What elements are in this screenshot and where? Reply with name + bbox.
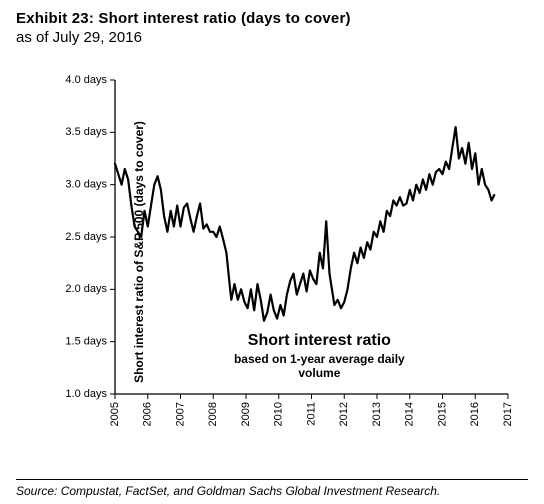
svg-text:2.0 days: 2.0 days [65,283,107,295]
source-text: Source: Compustat, FactSet, and Goldman … [16,484,528,498]
footer-rule [16,479,528,480]
exhibit-footer: Source: Compustat, FactSet, and Goldman … [16,479,528,498]
svg-text:2014: 2014 [404,402,416,426]
svg-text:2016: 2016 [469,402,481,426]
svg-text:2012: 2012 [338,402,350,426]
exhibit-title: Exhibit 23: Short interest ratio (days t… [16,10,528,27]
svg-text:2010: 2010 [273,402,285,426]
svg-text:2006: 2006 [142,402,154,426]
svg-text:2009: 2009 [240,402,252,426]
svg-text:2008: 2008 [207,402,219,426]
svg-text:2013: 2013 [371,402,383,426]
svg-text:2.5 days: 2.5 days [65,231,107,243]
svg-text:2015: 2015 [436,402,448,426]
svg-text:2007: 2007 [174,402,186,426]
svg-text:3.0 days: 3.0 days [65,179,107,191]
svg-text:2017: 2017 [502,402,514,426]
exhibit-subtitle: as of July 29, 2016 [16,29,528,46]
svg-text:4.0 days: 4.0 days [65,74,107,86]
svg-text:2011: 2011 [305,402,317,426]
exhibit-container: Exhibit 23: Short interest ratio (days t… [0,0,544,504]
svg-text:1.5 days: 1.5 days [65,336,107,348]
line-chart: 1.0 days 1.5 days 2.0 days 2.5 days 3.0 days… [60,74,514,432]
svg-text:2005: 2005 [109,402,121,426]
svg-text:1.0 days: 1.0 days [65,388,107,400]
svg-text:3.5 days: 3.5 days [65,126,107,138]
